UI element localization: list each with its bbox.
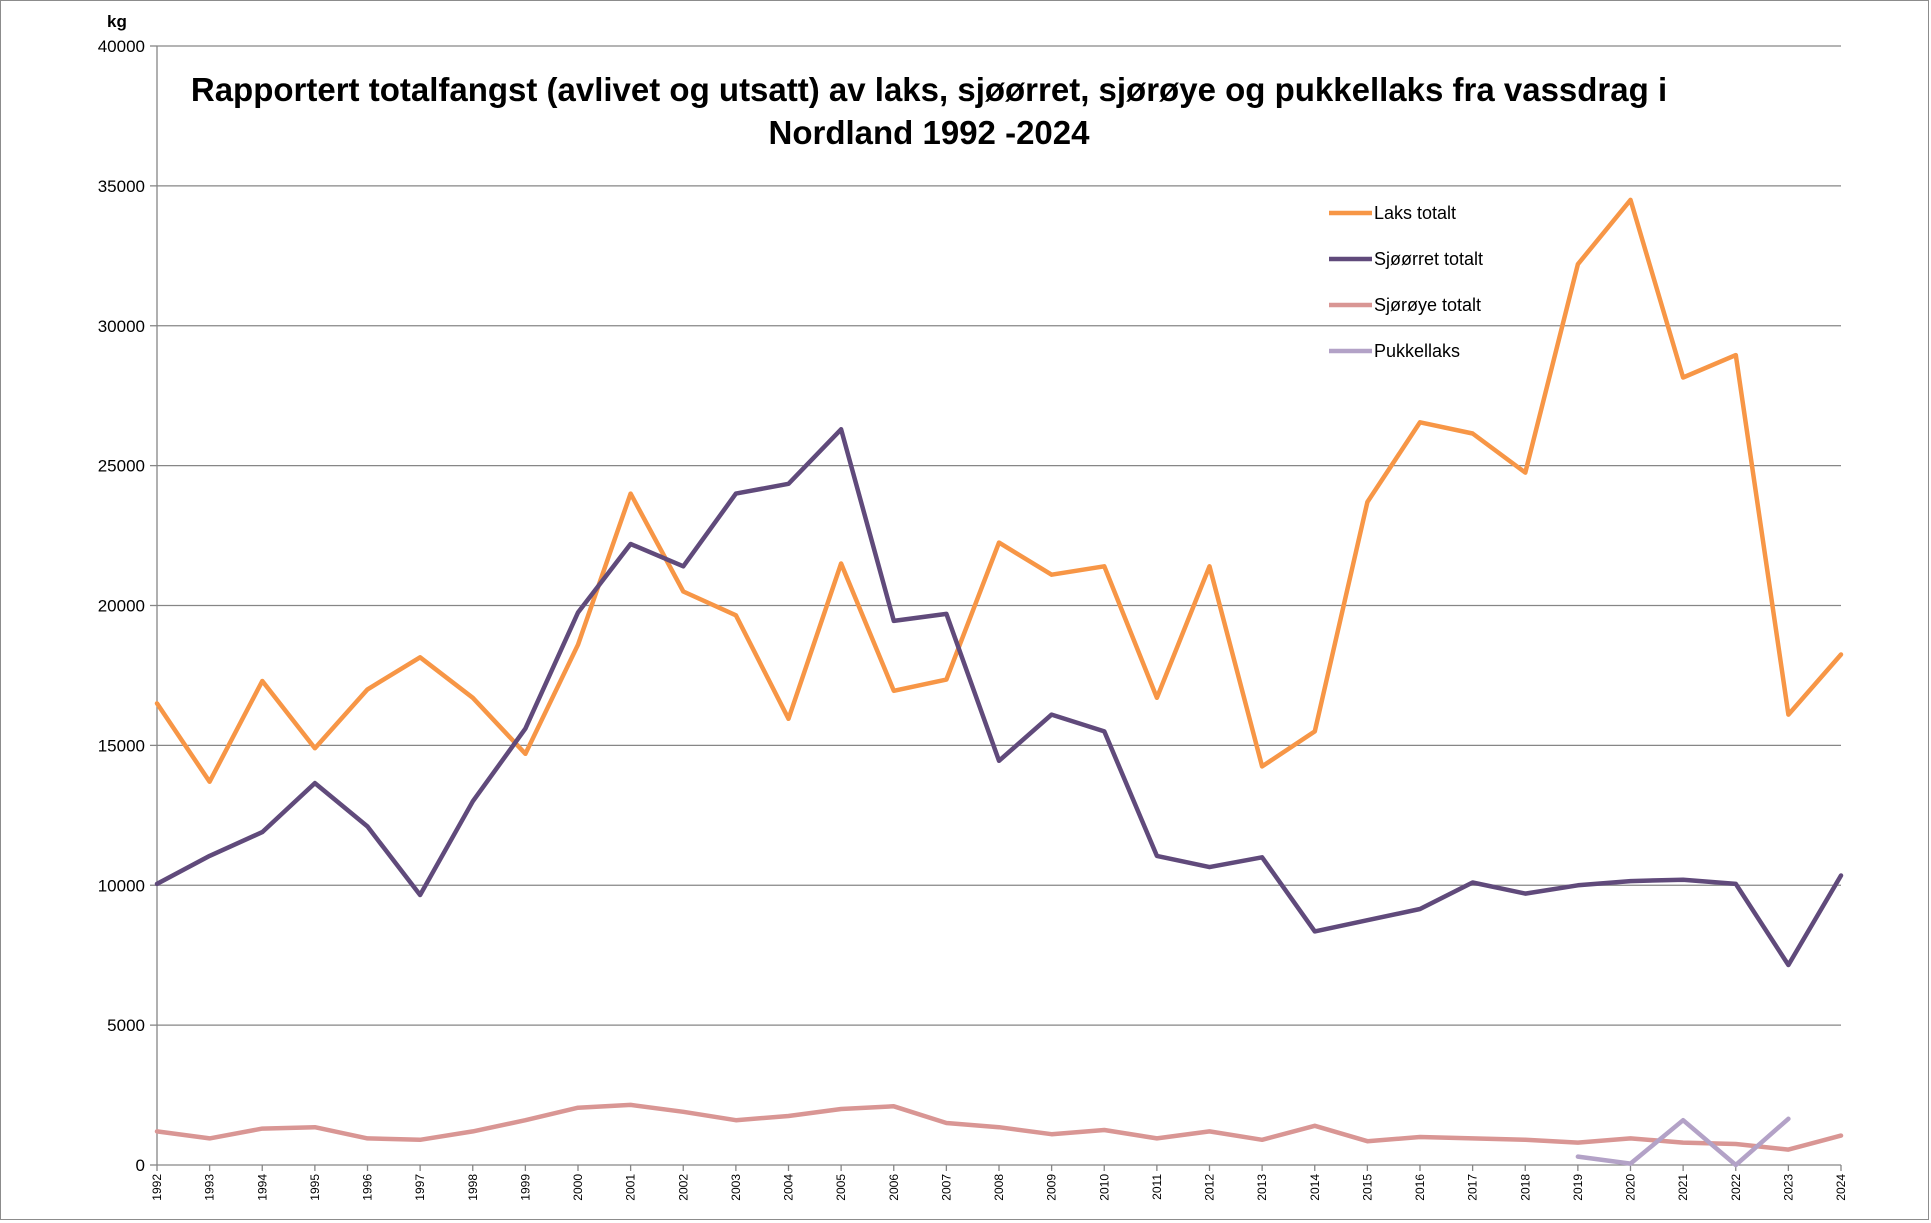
- x-tick-label-2006: 2006: [887, 1174, 901, 1201]
- legend: Laks totalt Sjøørret totalt Sjørøye tota…: [1329, 203, 1483, 361]
- series-line-sjoroye-totalt: [154, 1102, 1844, 1152]
- x-tick-label-2002: 2002: [676, 1174, 690, 1201]
- x-tick-label-2007: 2007: [939, 1174, 953, 1201]
- y-tick-label-40000: 40000: [98, 37, 145, 56]
- x-tick-label-2004: 2004: [782, 1174, 796, 1201]
- x-tick-label-2019: 2019: [1571, 1174, 1585, 1201]
- x-tick-label-1994: 1994: [255, 1174, 269, 1201]
- y-tick-label-20000: 20000: [98, 597, 145, 616]
- x-tick-label-2016: 2016: [1413, 1174, 1427, 1201]
- axes: [150, 45, 1842, 1171]
- legend-item-pukkellaks: Pukkellaks: [1329, 341, 1460, 361]
- x-tick-label-2013: 2013: [1255, 1174, 1269, 1201]
- x-tick-label-1998: 1998: [466, 1174, 480, 1201]
- legend-label-sjoroye: Sjørøye totalt: [1374, 295, 1481, 315]
- x-axis-tick-labels: 1992 1993 1994 1995 1996 1997 1998 1999 2000 2001…: [150, 1174, 1848, 1201]
- x-tick-label-2017: 2017: [1466, 1174, 1480, 1201]
- x-tick-label-2024: 2024: [1834, 1174, 1848, 1201]
- y-tick-label-35000: 35000: [98, 177, 145, 196]
- x-tick-label-2022: 2022: [1729, 1174, 1743, 1201]
- x-tick-label-2000: 2000: [571, 1174, 585, 1201]
- x-tick-label-1999: 1999: [518, 1174, 532, 1201]
- x-tick-label-2023: 2023: [1781, 1174, 1795, 1201]
- x-tick-label-2020: 2020: [1624, 1174, 1638, 1201]
- series-line-pukkellaks: [1575, 1116, 1791, 1168]
- x-tick-label-1997: 1997: [413, 1174, 427, 1201]
- x-tick-label-2009: 2009: [1045, 1174, 1059, 1201]
- x-tick-label-2008: 2008: [992, 1174, 1006, 1201]
- x-tick-label-1992: 1992: [150, 1174, 164, 1201]
- x-tick-label-2018: 2018: [1518, 1174, 1532, 1201]
- x-tick-label-2012: 2012: [1203, 1174, 1217, 1201]
- legend-item-laks: Laks totalt: [1329, 203, 1456, 223]
- gridlines: [157, 45, 1841, 1026]
- x-tick-label-2011: 2011: [1150, 1174, 1164, 1200]
- x-tick-label-2014: 2014: [1308, 1174, 1322, 1201]
- y-tick-label-30000: 30000: [98, 317, 145, 336]
- legend-item-sjoroye: Sjørøye totalt: [1329, 295, 1481, 315]
- legend-label-laks: Laks totalt: [1374, 203, 1456, 223]
- series-line-sjoorret-totalt: [154, 427, 1844, 968]
- x-tick-label-2001: 2001: [624, 1174, 638, 1201]
- legend-label-sjoorret: Sjøørret totalt: [1374, 249, 1483, 269]
- legend-item-sjoorret: Sjøørret totalt: [1329, 249, 1483, 269]
- x-tick-label-2003: 2003: [729, 1174, 743, 1201]
- x-tick-label-1993: 1993: [203, 1174, 217, 1201]
- y-tick-label-0: 0: [136, 1156, 145, 1175]
- x-tick-label-1996: 1996: [361, 1174, 375, 1201]
- chart-title-line-2: Nordland 1992 -2024: [769, 114, 1091, 151]
- y-axis-unit-label: kg: [107, 12, 127, 31]
- y-tick-label-15000: 15000: [98, 736, 145, 755]
- series-line-laks-totalt: [154, 197, 1844, 784]
- x-tick-label-2005: 2005: [834, 1174, 848, 1201]
- y-tick-label-10000: 10000: [98, 876, 145, 895]
- x-tick-label-2010: 2010: [1097, 1174, 1111, 1201]
- x-tick-label-2015: 2015: [1360, 1174, 1374, 1201]
- legend-label-pukkellaks: Pukkellaks: [1374, 341, 1460, 361]
- y-tick-label-5000: 5000: [107, 1016, 145, 1035]
- y-axis-tick-labels: 0 5000 10000 15000 20000 25000 30000 35000 40000: [98, 37, 145, 1175]
- chart-title-line-1: Rapportert totalfangst (avlivet og utsat…: [191, 71, 1667, 108]
- series-lines: [154, 197, 1844, 1168]
- y-tick-label-25000: 25000: [98, 457, 145, 476]
- x-tick-label-1995: 1995: [308, 1174, 322, 1201]
- x-tick-label-2021: 2021: [1676, 1174, 1690, 1201]
